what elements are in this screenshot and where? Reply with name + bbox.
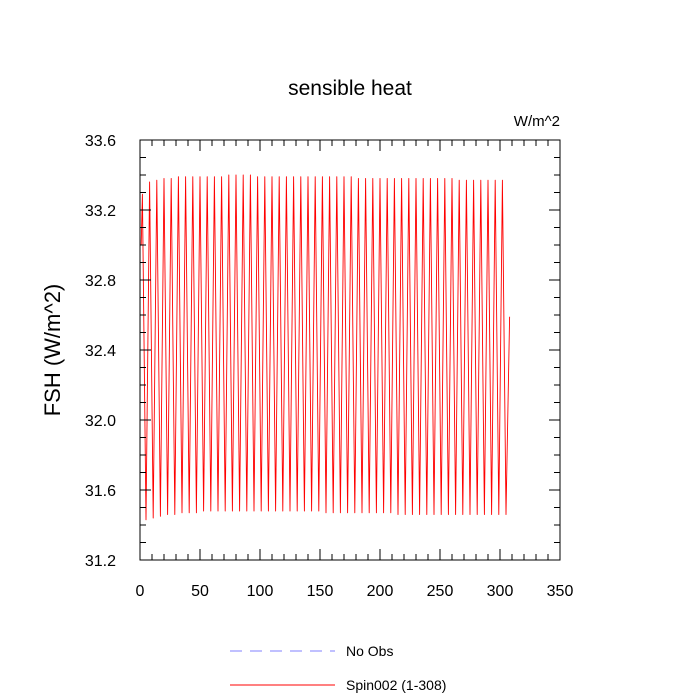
y-tick-label: 32.8 <box>85 273 116 290</box>
plot-frame <box>139 139 561 561</box>
y-axis-label: FSH (W/m^2) <box>40 284 65 417</box>
x-tick-label: 250 <box>427 583 454 600</box>
y-tick-label: 33.2 <box>85 203 116 220</box>
legend: No Obs Spin002 (1-308) <box>230 643 446 693</box>
x-tick-label: 350 <box>547 583 574 600</box>
y-tick-label: 32.4 <box>85 343 116 360</box>
x-tick-label: 150 <box>307 583 334 600</box>
y-tick-label: 32.0 <box>85 413 116 430</box>
x-tick-label: 0 <box>136 583 145 600</box>
x-tick-label: 100 <box>247 583 274 600</box>
legend-label: Spin002 (1-308) <box>346 677 446 693</box>
units-label: W/m^2 <box>514 113 560 130</box>
x-tick-label: 300 <box>487 583 514 600</box>
y-tick-label: 31.6 <box>85 483 116 500</box>
x-tick-label: 200 <box>367 583 394 600</box>
axis-layer: 0 50 100 150 200 250 300 350 31.2 31.6 32.0 32.4 32.… <box>85 133 574 600</box>
y-tick-label: 33.6 <box>85 133 116 150</box>
series-line-spin002 <box>140 174 511 521</box>
y-tick-label: 31.2 <box>85 553 116 570</box>
chart-title: sensible heat <box>288 77 412 100</box>
legend-label: No Obs <box>346 643 393 659</box>
x-tick-label: 50 <box>191 583 209 600</box>
series-layer <box>140 174 511 521</box>
